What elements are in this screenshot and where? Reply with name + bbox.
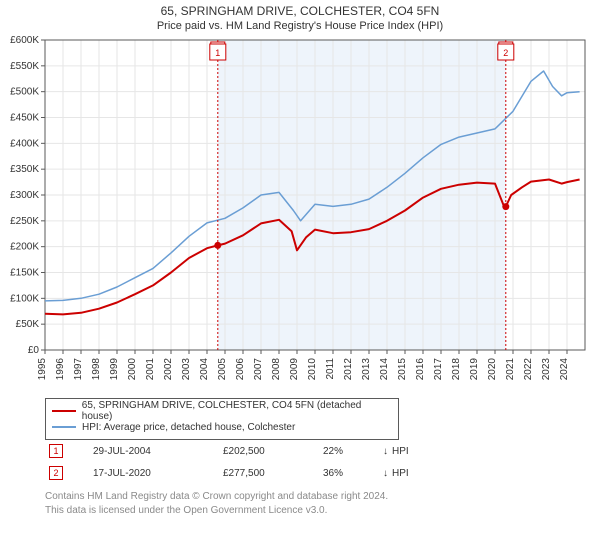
svg-text:2012: 2012 [343, 358, 354, 381]
marker-pct: 22% [323, 446, 383, 457]
marker-price: £277,500 [223, 468, 323, 479]
svg-text:2002: 2002 [163, 358, 174, 381]
svg-text:2018: 2018 [451, 358, 462, 381]
legend-label: HPI: Average price, detached house, Colc… [82, 422, 295, 433]
svg-text:2: 2 [503, 48, 508, 58]
svg-text:£350K: £350K [10, 164, 39, 175]
svg-text:2024: 2024 [559, 358, 570, 381]
svg-text:1996: 1996 [55, 358, 66, 381]
svg-text:2015: 2015 [397, 358, 408, 381]
chart-title: 65, SPRINGHAM DRIVE, COLCHESTER, CO4 5FN [0, 4, 600, 18]
svg-text:2019: 2019 [469, 358, 480, 381]
svg-text:£500K: £500K [10, 87, 39, 98]
svg-text:£550K: £550K [10, 61, 39, 72]
svg-text:1999: 1999 [109, 358, 120, 381]
svg-text:£100K: £100K [10, 293, 39, 304]
chart-svg: 12£0£50K£100K£150K£200K£250K£300K£350K£4… [45, 40, 585, 385]
marker-date: 17-JUL-2020 [93, 468, 223, 479]
svg-text:£50K: £50K [16, 319, 40, 330]
footer-attribution: Contains HM Land Registry data © Crown c… [45, 490, 585, 518]
svg-text:1998: 1998 [91, 358, 102, 381]
marker-badge: 1 [49, 444, 63, 458]
marker-table: 1 29-JUL-2004 £202,500 22% ↓ HPI 2 17-JU… [45, 440, 585, 484]
svg-text:2011: 2011 [325, 358, 336, 380]
legend-row: 65, SPRINGHAM DRIVE, COLCHESTER, CO4 5FN… [52, 403, 392, 419]
svg-text:2016: 2016 [415, 358, 426, 381]
marker-row: 1 29-JUL-2004 £202,500 22% ↓ HPI [45, 440, 585, 462]
legend-label: 65, SPRINGHAM DRIVE, COLCHESTER, CO4 5FN… [82, 400, 392, 422]
svg-text:2004: 2004 [199, 358, 210, 381]
marker-rel: HPI [392, 446, 452, 457]
svg-text:2000: 2000 [127, 358, 138, 381]
svg-text:2005: 2005 [217, 358, 228, 381]
svg-text:£300K: £300K [10, 190, 39, 201]
svg-text:2003: 2003 [181, 358, 192, 381]
svg-text:2007: 2007 [253, 358, 264, 381]
svg-text:£0: £0 [28, 345, 40, 356]
svg-text:£150K: £150K [10, 268, 39, 279]
svg-text:2022: 2022 [523, 358, 534, 381]
legend-swatch [52, 426, 76, 428]
svg-text:2020: 2020 [487, 358, 498, 381]
legend-swatch [52, 410, 76, 412]
chart-area: 12£0£50K£100K£150K£200K£250K£300K£350K£4… [45, 40, 585, 385]
marker-rel: HPI [392, 468, 452, 479]
svg-text:2013: 2013 [361, 358, 372, 381]
arrow-down-icon: ↓ [383, 468, 388, 479]
svg-text:1: 1 [215, 48, 220, 58]
footer-line: Contains HM Land Registry data © Crown c… [45, 490, 585, 504]
svg-text:2009: 2009 [289, 358, 300, 381]
svg-text:2010: 2010 [307, 358, 318, 381]
svg-text:1995: 1995 [37, 358, 48, 381]
svg-text:2008: 2008 [271, 358, 282, 381]
svg-text:£400K: £400K [10, 138, 39, 149]
svg-text:2023: 2023 [541, 358, 552, 381]
svg-text:2021: 2021 [505, 358, 516, 381]
svg-text:1997: 1997 [73, 358, 84, 381]
marker-date: 29-JUL-2004 [93, 446, 223, 457]
svg-text:2006: 2006 [235, 358, 246, 381]
marker-pct: 36% [323, 468, 383, 479]
chart-subtitle: Price paid vs. HM Land Registry's House … [0, 20, 600, 32]
svg-text:£450K: £450K [10, 113, 39, 124]
marker-price: £202,500 [223, 446, 323, 457]
svg-text:£200K: £200K [10, 242, 39, 253]
figure-root: 65, SPRINGHAM DRIVE, COLCHESTER, CO4 5FN… [0, 0, 600, 560]
marker-badge: 2 [49, 466, 63, 480]
title-block: 65, SPRINGHAM DRIVE, COLCHESTER, CO4 5FN… [0, 0, 600, 32]
svg-text:2001: 2001 [145, 358, 156, 381]
arrow-down-icon: ↓ [383, 446, 388, 457]
marker-row: 2 17-JUL-2020 £277,500 36% ↓ HPI [45, 462, 585, 484]
svg-text:£250K: £250K [10, 216, 39, 227]
svg-text:£600K: £600K [10, 35, 39, 46]
footer-line: This data is licensed under the Open Gov… [45, 504, 585, 518]
svg-text:2017: 2017 [433, 358, 444, 381]
legend-box: 65, SPRINGHAM DRIVE, COLCHESTER, CO4 5FN… [45, 398, 399, 440]
svg-text:2014: 2014 [379, 358, 390, 381]
